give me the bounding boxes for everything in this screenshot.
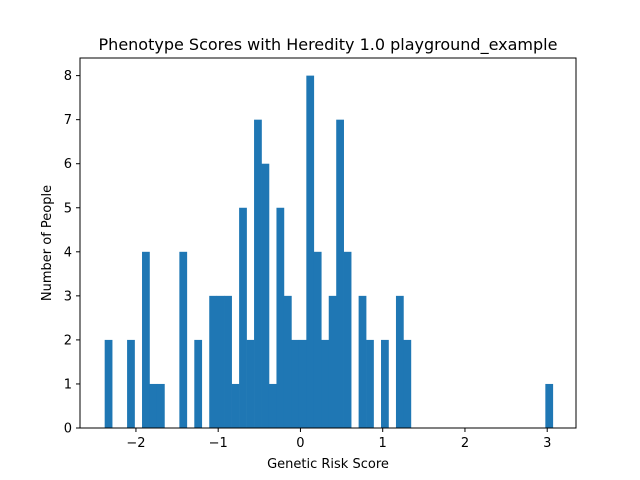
x-tick-label: 2 — [461, 436, 469, 451]
histogram-bar — [127, 339, 135, 428]
histogram-bar — [179, 251, 188, 428]
histogram-bar — [328, 295, 337, 428]
y-tick-label: 3 — [64, 289, 72, 304]
x-axis-label: Genetic Risk Score — [267, 457, 389, 472]
histogram-bar — [156, 383, 165, 428]
histogram-bar — [291, 339, 300, 428]
x-axis-ticks: −2 −1 0 1 2 3 — [126, 428, 551, 451]
x-tick-label: 3 — [543, 436, 551, 451]
y-tick-label: 2 — [64, 333, 72, 348]
histogram-bar — [283, 295, 292, 428]
y-tick-label: 5 — [64, 201, 72, 216]
histogram-bar — [358, 295, 367, 428]
y-tick-label: 6 — [64, 157, 72, 172]
histogram-bar — [276, 207, 285, 428]
histogram-bar — [142, 251, 150, 428]
plot-frame — [79, 57, 577, 429]
histogram-bar — [268, 383, 277, 428]
histogram-bar — [343, 251, 352, 428]
histogram-bar — [545, 383, 554, 428]
y-tick-label: 7 — [64, 113, 72, 128]
histogram-bar — [336, 119, 344, 429]
histogram-bar — [366, 339, 374, 428]
y-axis-label: Number of People — [40, 185, 55, 301]
histogram-bar — [194, 339, 203, 428]
y-tick-label: 4 — [64, 245, 72, 260]
histogram-bar — [254, 119, 262, 429]
histogram-bar — [403, 339, 412, 428]
histogram-bar — [246, 339, 255, 428]
y-tick-label: 0 — [64, 422, 72, 437]
x-tick-label: −2 — [126, 436, 145, 451]
chart-title: Phenotype Scores with Heredity 1.0 playg… — [99, 35, 558, 55]
histogram-bar — [231, 383, 240, 428]
y-axis-ticks: 0 1 2 3 4 5 6 7 8 — [64, 69, 80, 437]
histogram-bar — [261, 163, 270, 428]
histogram-bar — [104, 339, 113, 428]
x-tick-label: 0 — [296, 436, 304, 451]
y-tick-label: 8 — [64, 69, 72, 84]
histogram-bar — [306, 75, 315, 429]
histogram-bar — [209, 295, 218, 428]
histogram-bar — [313, 251, 322, 428]
histogram-bar — [239, 207, 247, 428]
histogram-bar — [381, 339, 389, 428]
histogram-bar — [321, 339, 330, 428]
bars-group — [104, 75, 554, 429]
histogram-bar — [216, 295, 225, 428]
x-tick-label: 1 — [379, 436, 387, 451]
histogram-bar — [298, 339, 307, 428]
histogram-bar — [149, 383, 158, 428]
histogram-bar — [224, 295, 232, 428]
histogram-bar — [395, 295, 404, 428]
x-tick-label: −1 — [209, 436, 228, 451]
y-tick-label: 1 — [64, 377, 72, 392]
